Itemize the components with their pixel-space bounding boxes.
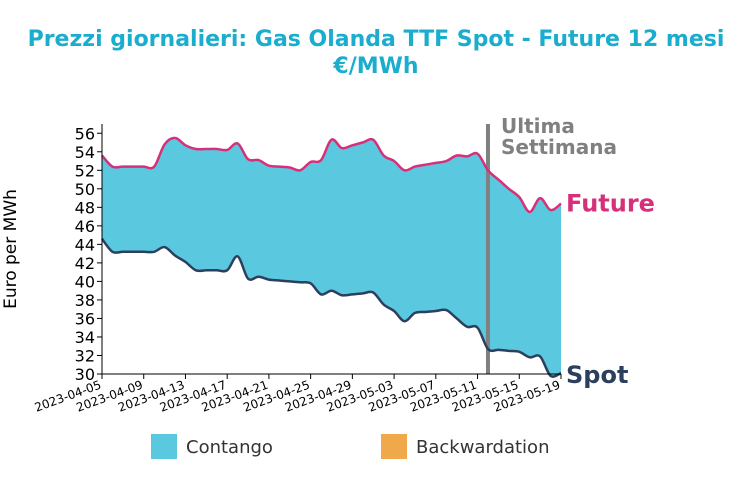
y-tick-label: 32 bbox=[75, 346, 95, 365]
x-axis: 2023-04-052023-04-092023-04-132023-04-17… bbox=[33, 373, 562, 415]
legend-label-contango: Contango bbox=[186, 437, 273, 458]
y-tick-label: 50 bbox=[75, 180, 95, 199]
y-tick-label: 38 bbox=[75, 291, 95, 310]
y-tick-label: 30 bbox=[75, 365, 95, 384]
y-tick-label: 34 bbox=[75, 328, 95, 347]
spot-label: Spot bbox=[566, 361, 628, 389]
y-tick-label: 56 bbox=[75, 124, 95, 143]
chart-subtitle: €/MWh bbox=[332, 54, 418, 79]
y-tick-label: 46 bbox=[75, 217, 95, 236]
y-tick-label: 40 bbox=[75, 272, 95, 291]
last-week-label-line2: Settimana bbox=[501, 135, 617, 159]
legend-label-backwardation: Backwardation bbox=[416, 437, 549, 458]
legend: Contango Backwardation bbox=[151, 434, 549, 459]
y-tick-label: 54 bbox=[75, 143, 95, 162]
last-week-label-line1: Ultima bbox=[501, 114, 575, 138]
y-tick-label: 52 bbox=[75, 161, 95, 180]
y-tick-label: 42 bbox=[75, 254, 95, 273]
legend-swatch-backwardation[interactable] bbox=[381, 434, 407, 459]
contango-area bbox=[102, 137, 561, 377]
future-label: Future bbox=[566, 190, 655, 218]
y-tick-label: 48 bbox=[75, 198, 95, 217]
chart-title: Prezzi giornalieri: Gas Olanda TTF Spot … bbox=[28, 27, 725, 52]
future-series-line bbox=[101, 136, 562, 214]
y-tick-label: 44 bbox=[75, 235, 95, 254]
spot-series-line bbox=[100, 238, 562, 378]
legend-swatch-contango[interactable] bbox=[151, 434, 177, 459]
y-tick-label: 36 bbox=[75, 309, 95, 328]
y-axis-label: Euro per MWh bbox=[1, 189, 21, 309]
